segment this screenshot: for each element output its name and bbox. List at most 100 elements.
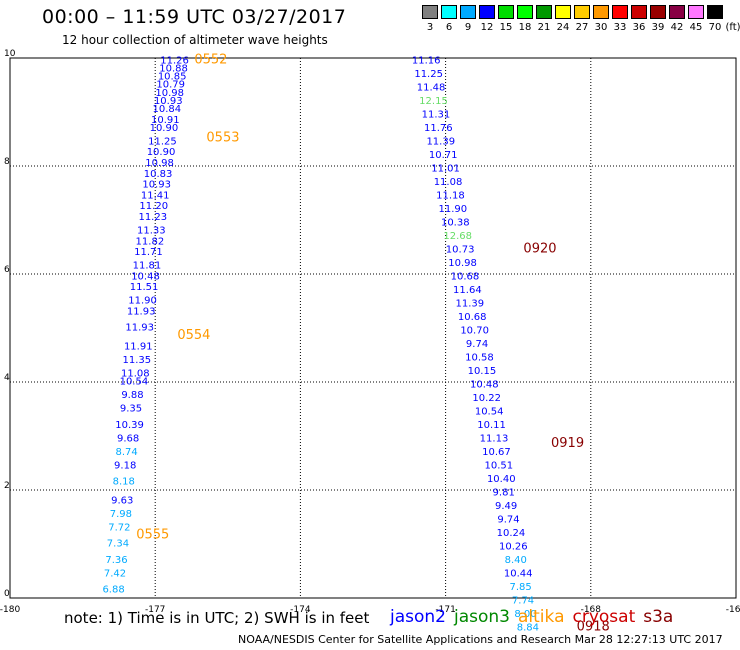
- scale-swatch: [536, 5, 552, 19]
- scale-label: 9: [464, 22, 472, 33]
- wave-height-label: 11.76: [424, 123, 453, 134]
- wave-height-label: 7.85: [509, 582, 531, 593]
- wave-height-label: 11.90: [128, 296, 157, 307]
- wave-height-label: 10.39: [115, 420, 144, 431]
- wave-height-label: 10.15: [468, 366, 497, 377]
- wave-height-label: 10.70: [460, 325, 489, 336]
- wave-height-label: 11.08: [121, 369, 150, 380]
- x-tick-label: -174: [290, 605, 311, 615]
- wave-height-label: 10.68: [451, 271, 480, 282]
- wave-height-label: 9.68: [117, 433, 139, 444]
- wave-height-label: 7.98: [110, 509, 132, 520]
- wave-height-label: 10.54: [120, 377, 149, 388]
- scale-label: 12: [480, 22, 494, 33]
- scale-swatch: [498, 5, 514, 19]
- wave-height-label: 11.25: [414, 69, 443, 80]
- wave-height-label: 9.81: [493, 487, 515, 498]
- y-tick-label: 6: [4, 265, 10, 275]
- y-tick-label: 2: [4, 481, 10, 491]
- legend-altika: altika: [518, 607, 565, 627]
- wave-height-label: 10.71: [429, 150, 458, 161]
- scale-swatch: [631, 5, 647, 19]
- wave-height-label: 7.36: [105, 555, 127, 566]
- wave-height-label: 10.22: [472, 393, 501, 404]
- scale-swatch: [479, 5, 495, 19]
- wave-height-label: 11.64: [453, 285, 482, 296]
- scale-label: 30: [594, 22, 608, 33]
- wave-height-label: 7.72: [108, 523, 130, 534]
- wave-height-label: 11.91: [124, 342, 153, 353]
- wave-height-label: 10.90: [147, 147, 176, 158]
- wave-height-label: 8.74: [116, 447, 138, 458]
- wave-height-label: 10.88: [159, 64, 188, 75]
- plot-frame: [9, 57, 737, 599]
- wave-height-label: 10.54: [475, 406, 504, 417]
- wave-height-label: 11.01: [431, 163, 460, 174]
- scale-unit: (ft): [725, 22, 740, 33]
- time-label: 0919: [551, 436, 584, 451]
- y-tick-label: 4: [4, 373, 10, 383]
- scale-label: 42: [670, 22, 684, 33]
- wave-height-label: 10.85: [158, 72, 187, 83]
- wave-height-label: 10.48: [470, 379, 499, 390]
- scale-label: 21: [537, 22, 551, 33]
- wave-height-label: 10.68: [458, 312, 487, 323]
- y-tick-label: 8: [4, 157, 10, 167]
- chart-title: 00:00 – 11:59 UTC 03/27/2017: [42, 6, 347, 28]
- wave-height-label: 9.18: [114, 460, 136, 471]
- wave-height-label: 10.11: [477, 420, 506, 431]
- scale-label: 6: [445, 22, 453, 33]
- time-label: 0920: [523, 241, 556, 256]
- wave-height-label: 11.13: [480, 433, 509, 444]
- wave-height-label: 10.83: [144, 169, 173, 180]
- x-tick-label: -165: [726, 605, 740, 615]
- wave-height-label: 7.74: [512, 595, 534, 606]
- scale-swatch: [688, 5, 704, 19]
- wave-height-label: 10.93: [154, 96, 183, 107]
- y-tick-label: 10: [4, 49, 16, 59]
- wave-height-label: 8.84: [517, 622, 539, 633]
- scale-swatch: [460, 5, 476, 19]
- wave-height-label: 8.00: [514, 609, 536, 620]
- wave-height-label: 9.49: [495, 501, 517, 512]
- scale-label: 24: [556, 22, 570, 33]
- legend-jason2: jason2: [390, 607, 446, 627]
- scale-label: 3: [426, 22, 434, 33]
- wave-height-label: 11.35: [122, 355, 151, 366]
- legend-s3a: s3a: [643, 607, 674, 627]
- wave-height-label: 10.91: [151, 115, 180, 126]
- x-tick-label: -171: [435, 605, 455, 615]
- wave-height-label: 9.63: [111, 496, 133, 507]
- wave-height-label: 10.24: [497, 528, 526, 539]
- wave-height-label: 10.51: [485, 460, 514, 471]
- wave-height-label: 6.88: [102, 585, 124, 596]
- wave-height-label: 10.26: [499, 541, 528, 552]
- chart-subtitle: 12 hour collection of altimeter wave hei…: [62, 33, 328, 47]
- scale-swatch: [422, 5, 438, 19]
- wave-height-label: 9.74: [497, 514, 519, 525]
- scale-label: 15: [499, 22, 513, 33]
- time-label: 0554: [177, 328, 210, 343]
- wave-height-label: 9.35: [120, 404, 142, 415]
- wave-height-label: 11.18: [436, 190, 465, 201]
- x-tick-label: -177: [145, 605, 165, 615]
- wave-height-label: 10.48: [131, 271, 160, 282]
- x-tick-label: -180: [0, 605, 20, 615]
- wave-height-label: 11.25: [148, 136, 177, 147]
- time-label: 0555: [136, 528, 169, 543]
- wave-height-label: 10.38: [441, 217, 470, 228]
- wave-height-label: 11.90: [439, 204, 468, 215]
- time-label: 0552: [194, 52, 227, 67]
- time-label: 0918: [577, 619, 610, 634]
- wave-height-label: 11.39: [426, 136, 455, 147]
- wave-height-label: 12.15: [419, 96, 448, 107]
- scale-label: 39: [651, 22, 665, 33]
- scale-label: 33: [613, 22, 627, 33]
- x-tick-label: -168: [581, 605, 602, 615]
- scale-swatch: [707, 5, 723, 19]
- wave-height-label: 10.40: [487, 474, 516, 485]
- wave-height-label: 10.79: [156, 80, 185, 91]
- scale-swatch: [441, 5, 457, 19]
- wave-height-label: 11.48: [417, 82, 446, 93]
